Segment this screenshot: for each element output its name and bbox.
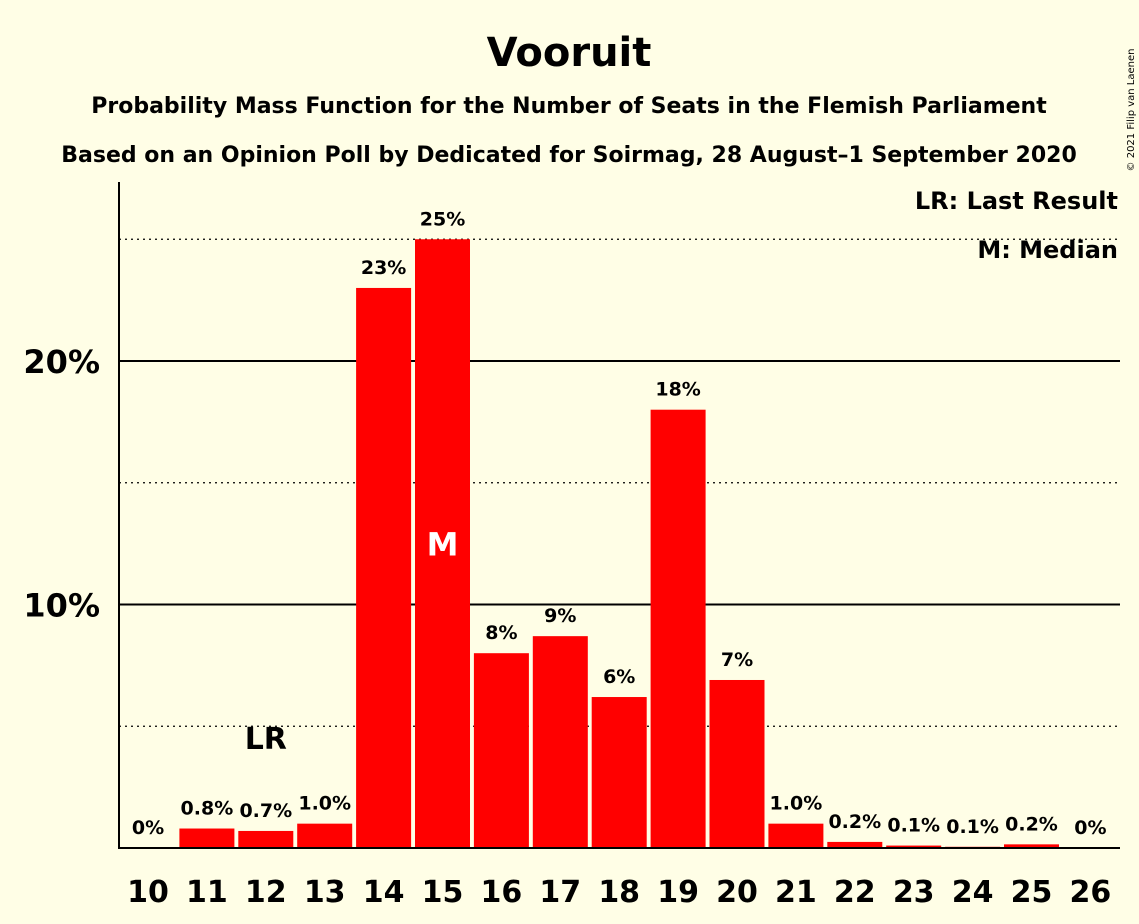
- bar-14: [356, 287, 412, 848]
- data-label-26: 0%: [1074, 817, 1106, 839]
- x-tick-19: 19: [657, 875, 699, 910]
- data-label-14: 23%: [361, 257, 406, 279]
- x-tick-10: 10: [127, 875, 169, 910]
- data-label-24: 0.1%: [946, 816, 999, 838]
- x-tick-21: 21: [775, 875, 817, 910]
- x-tick-13: 13: [304, 875, 346, 910]
- bar-16: [473, 653, 529, 848]
- bar-15: [415, 239, 470, 848]
- legend-last-result: LR: Last Result: [915, 187, 1118, 215]
- bar-18: [591, 697, 647, 848]
- last-result-marker: LR: [245, 722, 287, 757]
- data-label-18: 6%: [603, 666, 635, 688]
- data-label-12: 0.7%: [239, 800, 292, 822]
- data-label-21: 1.0%: [770, 793, 823, 815]
- copyright-note: © 2021 Filip van Laenen: [1126, 49, 1137, 172]
- bar-23: [886, 845, 942, 848]
- bar-20: [709, 679, 765, 848]
- bar-17: [532, 636, 588, 848]
- bar-11: [179, 828, 235, 848]
- markers: LR M: [245, 526, 459, 757]
- data-label-10: 0%: [132, 817, 164, 839]
- x-tick-18: 18: [598, 875, 640, 910]
- data-label-16: 8%: [485, 622, 517, 644]
- data-label-25: 0.2%: [1005, 813, 1058, 835]
- bar-21: [768, 823, 824, 848]
- bar-22: [827, 841, 883, 848]
- median-marker: M: [427, 526, 459, 564]
- x-tick-labels: 10 11 12 13 14 15 16 17 18 19 20 21 22 23 24 25 26: [127, 875, 1111, 910]
- x-tick-20: 20: [716, 875, 758, 910]
- chart-subtitle-1: Probability Mass Function for the Number…: [91, 94, 1047, 119]
- data-label-15: 25%: [420, 208, 465, 230]
- x-tick-26: 26: [1070, 875, 1112, 910]
- data-label-19: 18%: [655, 379, 700, 401]
- x-tick-25: 25: [1011, 875, 1053, 910]
- y-tick-label: 20%: [23, 343, 100, 381]
- bar-25: [1004, 844, 1059, 848]
- x-tick-11: 11: [186, 875, 228, 910]
- x-tick-12: 12: [245, 875, 287, 910]
- x-tick-23: 23: [893, 875, 935, 910]
- x-tick-16: 16: [481, 875, 523, 910]
- data-label-13: 1.0%: [298, 793, 351, 815]
- data-label-17: 9%: [544, 605, 576, 627]
- x-tick-22: 22: [834, 875, 876, 910]
- chart-subtitle-2: Based on an Opinion Poll by Dedicated fo…: [61, 143, 1077, 168]
- x-tick-15: 15: [422, 875, 464, 910]
- data-labels: 0%0.8% 0.7% 1.0%23%25%8%9%6%18%7%1.0%0.2% 0…: [132, 208, 1107, 839]
- bar-19: [650, 409, 706, 848]
- data-label-20: 7%: [721, 649, 753, 671]
- bar-12: [238, 830, 294, 848]
- x-tick-17: 17: [539, 875, 581, 910]
- data-label-22: 0.2%: [828, 811, 881, 833]
- chart-title: Vooruit: [487, 30, 652, 76]
- data-label-23: 0.1%: [887, 815, 940, 837]
- x-tick-24: 24: [952, 875, 994, 910]
- y-tick-label: 10%: [23, 587, 100, 625]
- gridlines: 10% 20%: [23, 238, 1120, 727]
- legend: LR: Last Result M: Median: [915, 187, 1118, 264]
- data-label-11: 0.8%: [181, 798, 234, 820]
- legend-median: M: Median: [977, 236, 1118, 264]
- bar-13: [297, 823, 353, 848]
- x-tick-14: 14: [363, 875, 405, 910]
- bars: [179, 239, 1059, 848]
